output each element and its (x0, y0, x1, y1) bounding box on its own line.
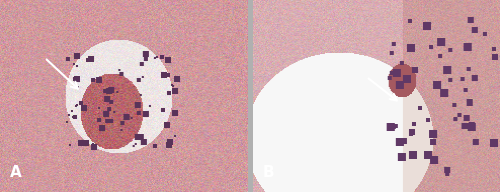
Text: B: B (262, 166, 274, 180)
Text: A: A (10, 166, 22, 180)
